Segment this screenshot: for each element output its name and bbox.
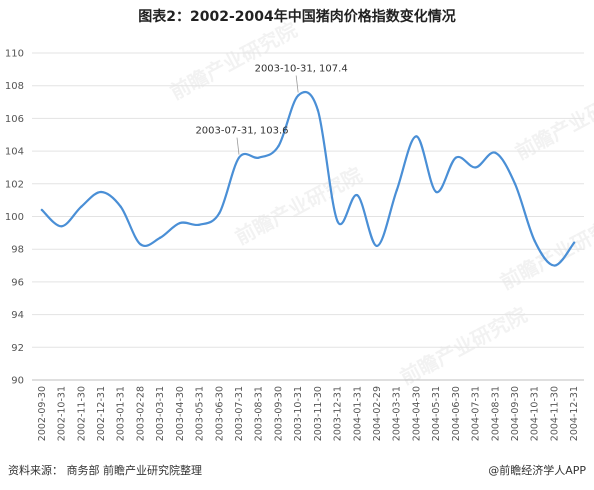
data-point — [60, 225, 63, 228]
x-tick-label: 2003-09-30 — [273, 386, 284, 441]
y-tick-label: 110 — [5, 49, 24, 60]
annotation-leader — [236, 137, 240, 155]
x-tick-label: 2003-08-31 — [254, 386, 265, 441]
x-tick-label: 2004-06-30 — [451, 386, 462, 441]
annotations: 2003-07-31, 103.6 2003-10-31, 107.4 — [195, 64, 348, 155]
data-point — [316, 109, 320, 112]
x-tick-label: 2004-07-31 — [471, 386, 482, 441]
data-point — [277, 144, 280, 148]
chart-title: 图表2：2002-2004年中国猪肉价格指数变化情况 — [138, 9, 456, 25]
data-point — [40, 208, 44, 212]
brand-label: @前瞻经济学人APP — [488, 464, 586, 477]
annotation-leader — [295, 75, 299, 93]
data-point — [198, 223, 201, 226]
y-tick-label: 108 — [5, 81, 24, 92]
data-point — [494, 151, 497, 154]
x-tick-label: 2003-05-31 — [195, 386, 206, 441]
data-point — [257, 156, 260, 159]
x-tick-label: 2004-01-31 — [352, 386, 363, 441]
y-tick-label: 104 — [5, 147, 24, 158]
data-point — [553, 264, 556, 267]
y-tick-label: 102 — [5, 179, 24, 190]
data-point — [99, 190, 103, 194]
x-tick-label: 2004-10-31 — [530, 386, 541, 441]
series-line — [40, 90, 576, 267]
y-tick-label: 106 — [5, 114, 24, 125]
y-tick-label: 100 — [5, 212, 24, 223]
data-point — [296, 94, 300, 97]
x-tick-label: 2003-03-31 — [155, 386, 166, 441]
data-point — [513, 182, 517, 185]
data-point — [434, 190, 438, 194]
data-point — [80, 205, 83, 208]
watermark-text: 前瞻产业研究院 — [396, 302, 531, 389]
data-point — [415, 135, 418, 138]
x-tick-label: 2004-05-31 — [431, 386, 442, 441]
x-tick-label: 2003-07-31 — [234, 386, 245, 441]
y-axis: 90 92 94 96 98 100 102 104 106 108 110 — [5, 49, 24, 387]
y-tick-label: 96 — [11, 277, 24, 288]
data-point — [178, 221, 182, 225]
data-point — [237, 156, 241, 159]
data-point — [139, 243, 142, 246]
data-label: 2003-07-31, 103.6 — [195, 126, 288, 137]
x-tick-label: 2004-02-29 — [372, 386, 383, 441]
x-tick-label: 2003-06-30 — [214, 386, 225, 441]
data-point — [395, 189, 398, 192]
data-point — [119, 205, 122, 208]
data-point — [454, 156, 458, 159]
data-point — [158, 236, 162, 239]
x-tick-label: 2002-10-31 — [57, 386, 68, 441]
data-point — [474, 166, 477, 169]
y-tick-label: 90 — [11, 376, 24, 387]
data-point — [375, 244, 379, 248]
x-tick-label: 2002-09-30 — [37, 386, 48, 441]
x-tick-label: 2004-03-31 — [392, 386, 403, 441]
x-tick-label: 2004-09-30 — [510, 386, 521, 441]
x-tick-label: 2002-12-31 — [96, 386, 107, 441]
data-point — [356, 194, 359, 197]
x-tick-label: 2004-11-30 — [549, 386, 560, 441]
x-tick-label: 2003-01-31 — [116, 386, 127, 441]
x-tick-label: 2003-11-30 — [313, 386, 324, 441]
y-tick-label: 98 — [11, 245, 24, 256]
grid-lines — [32, 52, 584, 381]
source-note: 资料来源： 商务部 前瞻产业研究院整理 — [8, 464, 202, 477]
x-tick-label: 2003-04-30 — [175, 386, 186, 441]
watermark-text: 前瞻产业研究院 — [496, 207, 594, 294]
data-label: 2003-10-31, 107.4 — [255, 64, 348, 75]
x-tick-label: 2004-08-31 — [490, 386, 501, 441]
x-axis: 2002-09-30 2002-10-31 2002-11-30 2002-12-31… — [37, 386, 580, 441]
x-tick-label: 2003-02-28 — [135, 386, 146, 441]
data-point — [572, 241, 576, 244]
y-tick-label: 92 — [11, 343, 24, 354]
y-tick-label: 94 — [11, 310, 24, 321]
watermark-text: 前瞻产业研究院 — [166, 17, 301, 104]
x-tick-label: 2004-04-30 — [411, 386, 422, 441]
data-point — [336, 220, 339, 223]
data-points — [40, 94, 576, 267]
x-tick-label: 2002-11-30 — [76, 386, 87, 441]
data-point — [218, 212, 221, 215]
x-tick-label: 2004-12-31 — [569, 386, 580, 441]
x-tick-label: 2003-12-31 — [333, 386, 344, 441]
watermark-text: 前瞻产业研究院 — [231, 162, 366, 249]
data-point — [533, 239, 536, 243]
x-tick-label: 2003-10-31 — [293, 386, 304, 441]
